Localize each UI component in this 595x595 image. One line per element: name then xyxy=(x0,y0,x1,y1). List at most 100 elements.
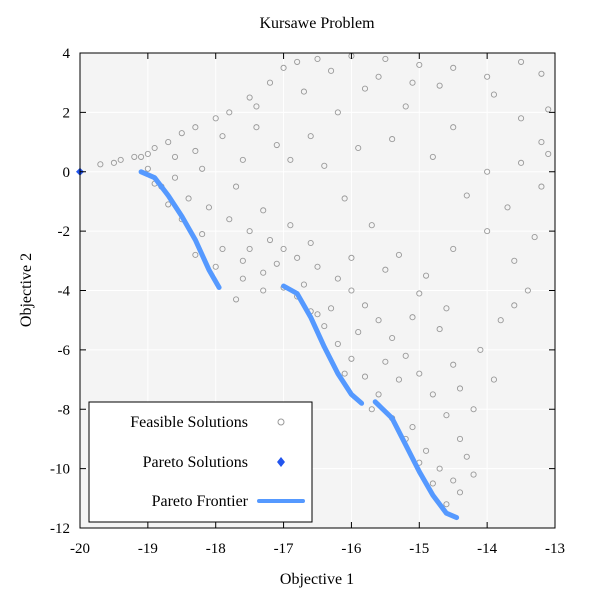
feasible-point xyxy=(199,231,206,238)
feasible-point xyxy=(294,254,301,261)
feasible-point xyxy=(463,453,470,460)
feasible-point xyxy=(524,287,531,294)
feasible-point xyxy=(484,228,491,235)
feasible-point xyxy=(395,251,402,258)
feasible-point xyxy=(511,257,518,264)
feasible-point xyxy=(280,245,287,252)
legend-label-pareto-solutions: Pareto Solutions xyxy=(143,454,248,471)
feasible-point xyxy=(348,287,355,294)
feasible-point xyxy=(470,406,477,413)
x-tick-label: -19 xyxy=(138,541,158,557)
y-tick-label: -12 xyxy=(50,521,70,537)
feasible-point xyxy=(416,370,423,377)
feasible-point xyxy=(538,139,545,146)
feasible-point xyxy=(518,159,525,166)
feasible-point xyxy=(260,287,267,294)
feasible-point xyxy=(429,391,436,398)
feasible-point xyxy=(497,317,504,324)
feasible-point xyxy=(110,159,117,166)
feasible-point xyxy=(233,296,240,303)
feasible-point xyxy=(375,73,382,80)
feasible-point xyxy=(334,109,341,116)
feasible-point xyxy=(171,174,179,181)
feasible-point xyxy=(456,385,464,392)
legend-label-feasible: Feasible Solutions xyxy=(130,414,248,431)
pareto-frontier-layer xyxy=(138,169,460,521)
feasible-point xyxy=(321,162,328,169)
x-tick-label: -18 xyxy=(206,541,226,557)
feasible-point xyxy=(273,141,280,149)
feasible-point xyxy=(348,355,355,362)
feasible-point xyxy=(443,412,450,419)
x-tick-label: -17 xyxy=(274,541,294,557)
feasible-point xyxy=(361,302,369,309)
x-tick-label: -20 xyxy=(70,541,90,557)
feasible-point xyxy=(348,254,355,261)
feasible-point xyxy=(450,245,457,252)
x-axis-title: Objective 1 xyxy=(280,571,354,588)
feasible-point xyxy=(192,147,199,155)
feasible-point xyxy=(314,311,321,318)
x-tick-label: -14 xyxy=(477,541,497,557)
pareto-frontier-segment xyxy=(372,399,460,521)
feasible-point xyxy=(368,406,375,413)
feasible-point xyxy=(490,376,497,383)
feasible-point xyxy=(443,305,450,312)
feasible-point xyxy=(490,91,497,98)
feasible-point xyxy=(151,144,158,152)
feasible-point xyxy=(375,391,382,398)
feasible-point xyxy=(178,130,185,137)
feasible-point xyxy=(429,153,436,160)
feasible-point xyxy=(389,334,396,342)
feasible-point xyxy=(300,88,307,95)
feasible-point xyxy=(382,55,389,62)
y-tick-label: 2 xyxy=(63,105,71,121)
feasible-point xyxy=(212,263,219,270)
feasible-point xyxy=(355,329,362,336)
feasible-point xyxy=(307,133,314,140)
chart-title: Kursawe Problem xyxy=(259,15,375,32)
feasible-point xyxy=(307,239,314,247)
x-axis-ticks: -20 -19 -18 -17 -16 -15 -14 -13 xyxy=(70,53,565,557)
feasible-point xyxy=(382,358,389,365)
feasible-point xyxy=(389,136,396,143)
feasible-point xyxy=(138,153,145,160)
feasible-point xyxy=(341,195,348,202)
feasible-point xyxy=(429,480,436,487)
x-tick-label: -16 xyxy=(341,541,361,557)
feasible-point xyxy=(395,376,402,383)
feasible-point xyxy=(470,471,477,478)
feasible-point xyxy=(192,124,199,131)
feasible-point xyxy=(260,269,267,276)
feasible-point xyxy=(205,204,212,211)
y-tick-label: -2 xyxy=(58,224,71,240)
feasible-point xyxy=(402,352,409,359)
pareto-frontier-segment xyxy=(138,169,222,290)
feasible-point xyxy=(287,222,294,229)
y-tick-label: -10 xyxy=(50,462,70,478)
y-tick-label: -6 xyxy=(58,343,71,359)
feasible-point xyxy=(355,144,362,152)
feasible-point xyxy=(226,216,233,223)
pareto-frontier-segment xyxy=(281,283,365,406)
feasible-point xyxy=(287,156,294,163)
legend-marker-feasible xyxy=(277,418,285,426)
feasible-point xyxy=(361,85,369,92)
y-tick-label: 4 xyxy=(63,46,71,62)
feasible-point xyxy=(192,251,199,258)
feasible-point xyxy=(321,323,328,330)
feasible-point xyxy=(436,465,443,472)
feasible-point xyxy=(233,183,240,190)
feasible-point xyxy=(477,346,484,353)
y-tick-label: 0 xyxy=(63,165,71,181)
y-axis-title: Objective 2 xyxy=(18,253,35,327)
feasible-point xyxy=(253,103,260,110)
y-tick-label: -4 xyxy=(58,284,71,300)
feasible-point xyxy=(266,236,274,244)
feasible-point xyxy=(334,275,341,282)
feasible-point xyxy=(328,67,335,74)
feasible-point xyxy=(450,64,457,71)
feasible-point xyxy=(239,275,246,282)
feasible-point xyxy=(219,245,226,252)
